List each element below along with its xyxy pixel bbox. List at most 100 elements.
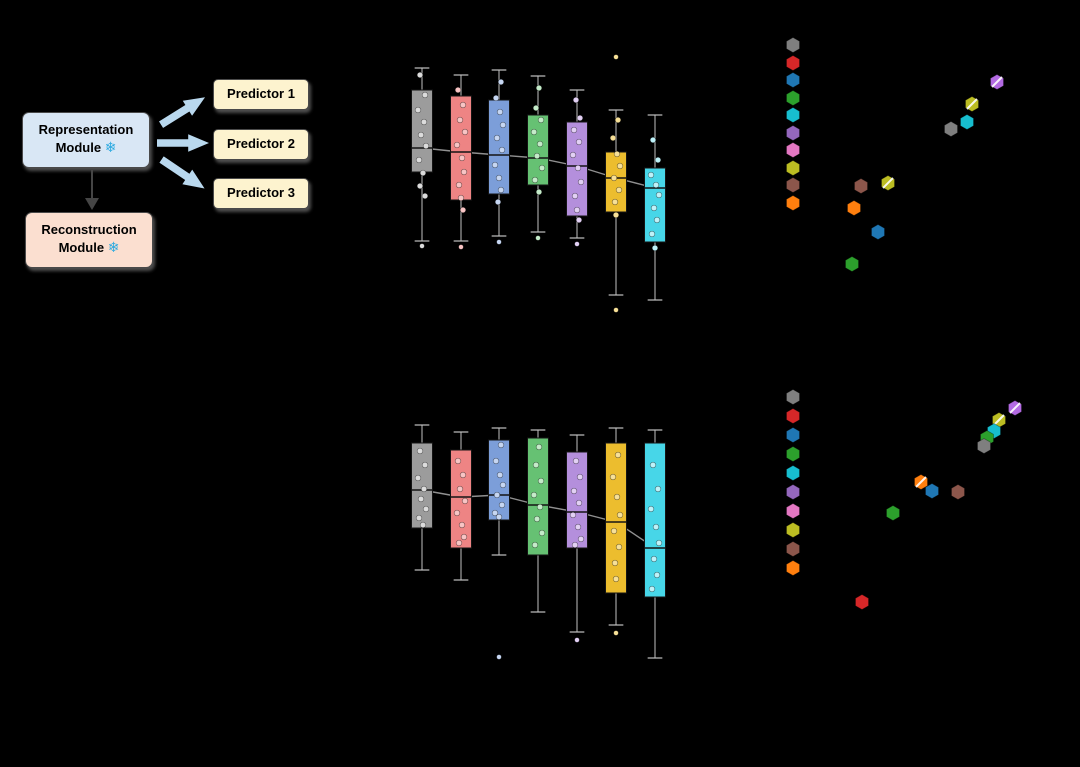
data-point (414, 106, 422, 114)
data-point (491, 509, 499, 517)
data-point (572, 96, 580, 104)
outlier-point (574, 637, 580, 643)
hexagon-marker (786, 142, 800, 158)
data-point (533, 515, 541, 523)
data-point (538, 164, 546, 172)
data-point (536, 503, 544, 511)
hexagon-marker (786, 72, 800, 88)
data-point (653, 571, 661, 579)
feedback-arrow-head (85, 198, 99, 210)
hexagon-marker (854, 178, 868, 194)
data-point (612, 575, 620, 583)
data-point (569, 151, 577, 159)
data-point (616, 511, 624, 519)
data-point (422, 505, 430, 513)
box (644, 442, 666, 598)
data-point (417, 495, 425, 503)
outlier-point (535, 235, 541, 241)
data-point (458, 521, 466, 529)
hexagon-marker (786, 408, 800, 424)
data-point (419, 169, 427, 177)
hatch-stripe (966, 98, 978, 110)
outlier-point (458, 244, 464, 250)
data-point (610, 527, 618, 535)
data-point (538, 529, 546, 537)
predictor-2-label: Predictor 2 (227, 136, 295, 152)
data-point (647, 505, 655, 513)
data-point (652, 523, 660, 531)
data-point (532, 104, 540, 112)
hexagon-marker (786, 484, 800, 500)
recon-label-line1: Reconstruction (41, 222, 137, 238)
data-point (461, 497, 469, 505)
data-point (574, 523, 582, 531)
diagram-trainable: Representation Module ☀ Predictor 1 Repr… (0, 400, 360, 660)
boxplot-bottom-chart (411, 424, 666, 660)
hatch-stripe (1009, 402, 1021, 414)
data-point (455, 539, 463, 547)
hexagon-marker (886, 505, 900, 521)
data-point (577, 178, 585, 186)
data-point (496, 471, 504, 479)
data-point (570, 126, 578, 134)
data-point (455, 181, 463, 189)
snowflake-icon: ❄ (104, 140, 117, 157)
data-point (574, 164, 582, 172)
snowflake-icon: ❄ (107, 240, 120, 257)
hatch-stripe (882, 177, 894, 189)
data-point (453, 509, 461, 517)
hexagon-marker (786, 160, 800, 176)
scatter-bottom-chart (786, 389, 1022, 610)
data-point (491, 161, 499, 169)
data-point (421, 461, 429, 469)
data-point (533, 152, 541, 160)
data-point (461, 128, 469, 136)
outlier-point (496, 654, 502, 660)
data-point (537, 116, 545, 124)
outlier-point (613, 307, 619, 313)
hexagon-marker (847, 200, 861, 216)
data-point (419, 521, 427, 529)
data-point (609, 134, 617, 142)
data-point (531, 541, 539, 549)
box (644, 167, 666, 243)
predictor-3-label: Predictor 3 (227, 185, 295, 201)
data-point (499, 481, 507, 489)
data-point (535, 443, 543, 451)
data-point (575, 138, 583, 146)
hexagon-marker (960, 114, 974, 130)
diagram-frozen: Representation Module ❄ Predictor 1 Pred… (0, 0, 360, 320)
data-point (535, 84, 543, 92)
data-point (614, 116, 622, 124)
data-point (537, 477, 545, 485)
data-point (498, 501, 506, 509)
data-point (414, 474, 422, 482)
data-point (497, 186, 505, 194)
arrow-to-predictor-3 (156, 151, 210, 197)
data-point (417, 131, 425, 139)
data-point (492, 457, 500, 465)
data-point (530, 491, 538, 499)
recon-label-line2: Module ❄ (59, 239, 120, 257)
data-point (575, 499, 583, 507)
data-point (416, 447, 424, 455)
hexagon-marker (786, 522, 800, 538)
data-point (612, 211, 620, 219)
feedback-arrow-stem (91, 170, 93, 200)
data-point (536, 140, 544, 148)
data-point (655, 539, 663, 547)
data-point (493, 491, 501, 499)
data-point (647, 171, 655, 179)
data-point (496, 108, 504, 116)
data-point (650, 204, 658, 212)
hexagon-marker (951, 484, 965, 500)
data-point (653, 216, 661, 224)
data-point (421, 91, 429, 99)
hexagon-marker (786, 90, 800, 106)
data-point (571, 541, 579, 549)
data-point (573, 206, 581, 214)
hexagon-marker (786, 195, 800, 211)
data-point (616, 162, 624, 170)
data-point (460, 533, 468, 541)
